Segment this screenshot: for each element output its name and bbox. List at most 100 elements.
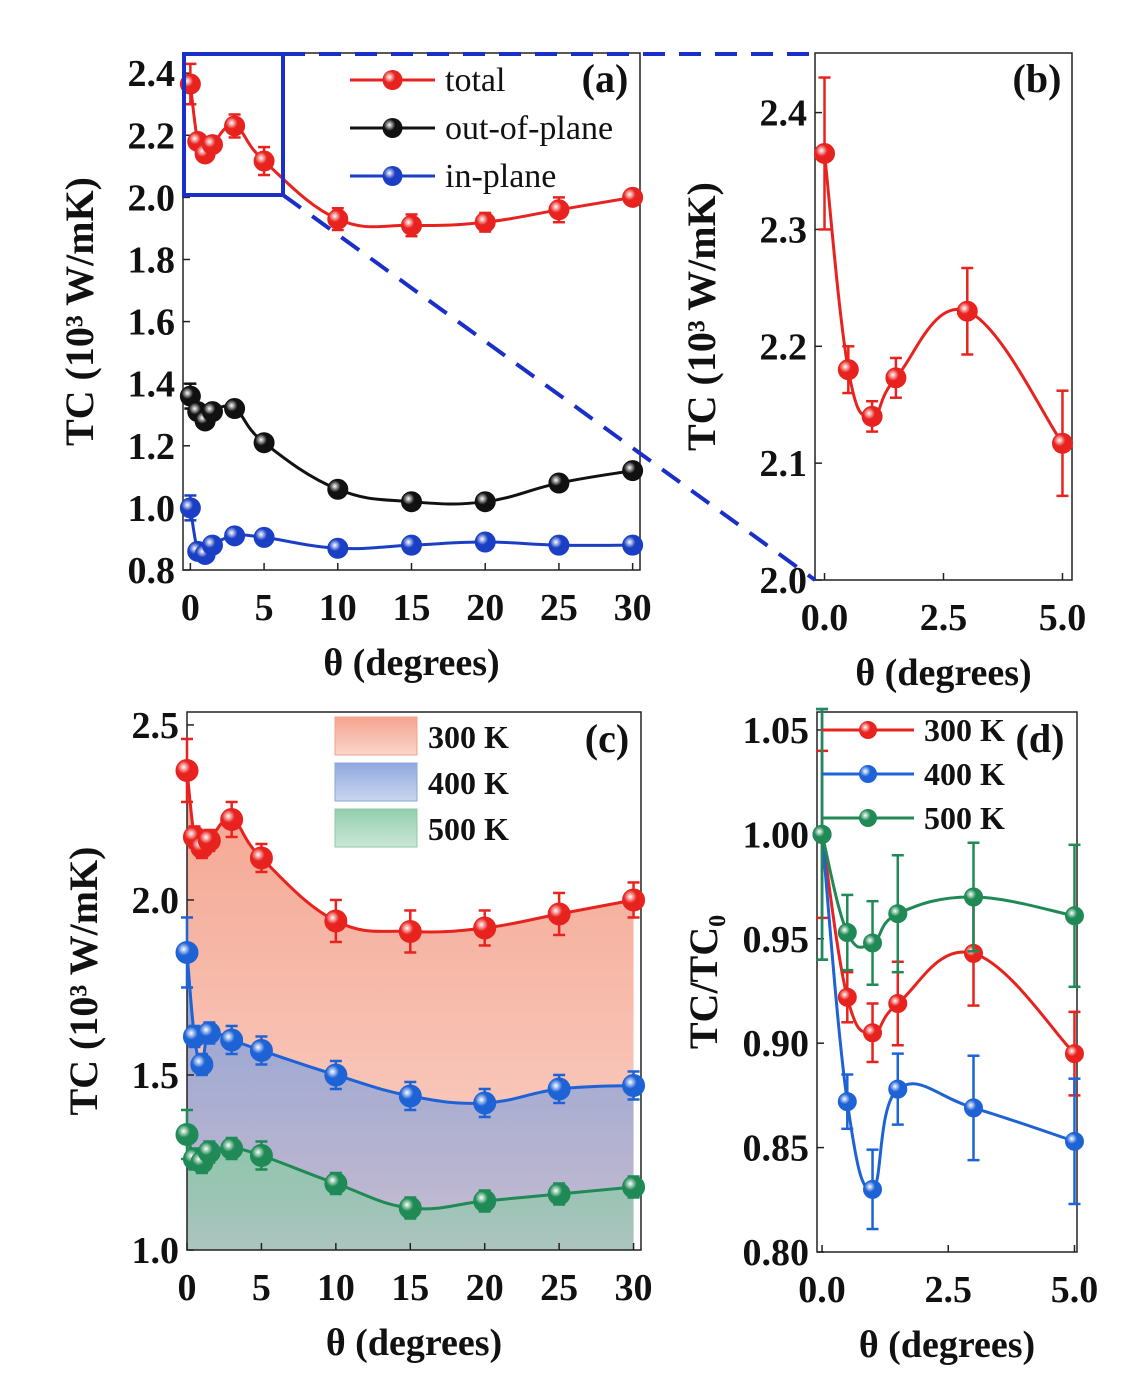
plot-frame [816,711,1078,1253]
data-point [861,405,883,427]
series-line [823,153,1064,445]
data-point [249,1038,273,1062]
data-point [547,902,571,926]
data-point [201,401,223,423]
data-point [253,526,275,548]
series-400-K [175,916,646,1119]
data-point [885,367,907,389]
data-point [622,1175,646,1199]
panel-label: (a) [582,56,629,101]
series-area-2 [187,1134,634,1250]
data-point [473,1091,497,1115]
y-tick-label: 0.95 [743,919,810,961]
x-tick-label: 25 [540,587,578,629]
data-point [956,300,978,322]
data-point [220,1028,244,1052]
data-point [220,807,244,831]
data-point [888,904,908,924]
series-300-K [175,737,646,954]
series-in-plane [179,494,644,565]
data-point [197,1140,221,1164]
y-axis-label: TC (10³ W/mK) [61,846,106,1115]
y-tick-label: 2.3 [760,209,808,251]
legend-label: total [445,62,505,99]
data-point [837,987,857,1007]
data-point [837,359,859,381]
data-point [201,134,223,156]
data-point [812,824,832,844]
data-point [548,199,570,221]
data-point [474,531,496,553]
legend-marker [382,166,403,186]
data-point [622,460,644,482]
data-point [224,398,246,420]
data-point [401,534,422,556]
x-tick-label: 10 [317,1267,355,1309]
y-tick-label: 2.4 [760,93,808,135]
data-point [548,472,570,494]
data-point [401,214,422,236]
data-point [473,916,497,940]
x-tick-label: 30 [615,1267,653,1309]
y-tick-label: 0.85 [743,1128,810,1170]
x-tick-label: 0.0 [801,597,849,639]
legend-swatch [334,808,418,848]
y-tick-label: 1.4 [128,364,176,406]
data-point [398,1084,422,1108]
legend-marker [382,70,403,90]
data-point [1064,906,1084,926]
data-point [197,828,221,852]
y-tick-label: 1.0 [132,1230,180,1272]
x-tick-label: 5 [255,587,274,629]
x-axis-label: θ (degrees) [326,1322,502,1364]
panel-a: 0 5 10 15 20 25 30 0.8 1.0 1.2 1.4 1.6 1.8 2.0 2.2 2.4 θ… [57,52,652,684]
legend-swatch [334,762,418,802]
x-axis-label: θ (degrees) [323,642,499,684]
panel-d: 0.0 2.5 5.0 0.80 0.85 0.90 0.95 1.00 1.05 θ (degr… [681,707,1098,1366]
y-tick-label: 2.0 [132,880,180,922]
y-tick-label: 1.5 [132,1055,180,1097]
data-point [324,1171,348,1195]
data-point [175,758,199,782]
data-point [837,923,857,943]
data-point [863,1179,883,1199]
legend-marker [382,118,403,138]
data-point [888,1079,908,1099]
x-tick-label: 15 [391,1267,429,1309]
data-point [814,142,836,164]
data-point [327,537,349,559]
panel-c: 0 5 10 15 20 25 30 1.0 1.5 2.0 2.5 θ (degrees) TC (1… [61,705,653,1364]
data-point [224,115,246,137]
y-tick-label: 2.5 [132,705,180,747]
zoom-region-box [182,52,285,197]
data-point [622,534,644,556]
legend-label: 300 K [428,719,509,755]
x-axis-label: θ (degrees) [855,652,1031,694]
data-point [220,1136,244,1160]
data-point [175,1122,199,1146]
legend-label: in-plane [445,158,556,195]
x-tick-label: 20 [466,1267,504,1309]
y-tick-label: 1.6 [128,302,176,344]
data-point [863,1023,883,1043]
data-point [253,432,275,454]
panel-label: (d) [1016,716,1065,761]
y-axis-label: TC/TC₀ [681,915,726,1049]
x-tick-label: 5.0 [1039,597,1087,639]
data-point [398,919,422,943]
y-tick-label: 1.8 [128,239,176,281]
panel-b: 0.0 2.5 5.0 2.0 2.1 2.2 2.3 2.4 θ (degrees) TC (1… [679,52,1087,694]
y-tick-label: 2.4 [128,53,176,95]
series-line [820,834,1075,1191]
legend-label: 400 K [428,765,509,801]
x-tick-label: 20 [466,587,504,629]
data-point [863,933,883,953]
data-point [548,534,570,556]
zoom-connector-bottom [281,193,817,582]
y-tick-label: 1.00 [743,814,810,856]
panel-label: (c) [585,716,629,761]
y-tick-label: 1.2 [128,426,176,468]
data-point [179,497,201,519]
x-tick-label: 10 [319,587,357,629]
